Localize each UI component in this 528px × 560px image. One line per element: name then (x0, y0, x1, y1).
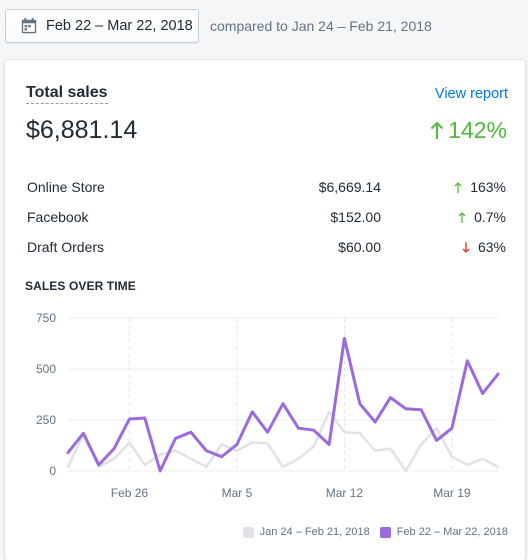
x-tick-label: Mar 5 (222, 486, 253, 500)
legend-swatch-previous (242, 526, 254, 538)
sales-over-time-chart: 0 250 500 750 Feb 26 Mar 5 Mar 12 Mar 19 (36, 311, 500, 500)
channel-row: Facebook $152.00 0.7% (27, 206, 507, 236)
channel-row: Draft Orders $60.00 63% (27, 236, 507, 266)
calendar-icon (21, 17, 37, 34)
channel-name: Facebook (27, 209, 89, 225)
arrow-up-icon (454, 181, 462, 193)
arrow-up-icon (430, 121, 444, 139)
channel-change-value: 0.7% (474, 209, 506, 225)
comparison-range-text: compared to Jan 24 – Feb 21, 2018 (210, 18, 432, 34)
legend-swatch-current (379, 526, 391, 538)
channel-value: $152.00 (330, 209, 381, 225)
total-sales-card: Total sales View report $6,881.14 142% O… (5, 60, 525, 560)
date-range-label: Feb 22 – Mar 22, 2018 (46, 18, 193, 34)
legend-item-previous: Jan 24 – Feb 21, 2018 (242, 526, 370, 538)
legend-label-previous: Jan 24 – Feb 21, 2018 (259, 526, 370, 538)
card-title[interactable]: Total sales (26, 84, 108, 104)
arrow-up-icon (458, 211, 466, 223)
channel-change-value: 163% (470, 179, 506, 195)
channel-change: 163% (454, 179, 506, 195)
y-tick-label: 250 (36, 413, 56, 427)
channel-change-value: 63% (477, 239, 506, 255)
y-tick-label: 500 (36, 362, 56, 376)
channel-value: $60.00 (338, 239, 381, 255)
channel-name: Draft Orders (27, 239, 105, 255)
view-report-link[interactable]: View report (434, 86, 508, 102)
total-change-value: 142% (448, 117, 507, 143)
date-range-button[interactable]: Feb 22 – Mar 22, 2018 (5, 9, 199, 43)
series-line-previous (66, 410, 500, 473)
series-line-current (66, 336, 500, 473)
channel-change: 0.7% (458, 209, 506, 225)
arrow-down-icon (462, 241, 470, 253)
y-tick-label: 750 (36, 311, 56, 325)
total-change: 142% (430, 117, 507, 144)
legend-label-current: Feb 22 – Mar 22, 2018 (396, 526, 508, 538)
x-tick-label: Mar 19 (433, 486, 471, 500)
total-sales-amount: $6,881.14 (26, 116, 138, 144)
channel-breakdown: Online Store $6,669.14 163% Facebook $15… (27, 176, 507, 266)
y-tick-label: 0 (49, 464, 56, 478)
x-tick-label: Feb 26 (111, 486, 149, 500)
chart-legend: Jan 24 – Feb 21, 2018 Feb 22 – Mar 22, 2… (233, 526, 508, 538)
channel-name: Online Store (27, 179, 105, 195)
x-tick-label: Mar 12 (326, 486, 364, 500)
legend-item-current: Feb 22 – Mar 22, 2018 (379, 526, 508, 538)
channel-value: $6,669.14 (318, 179, 381, 195)
channel-change: 63% (462, 239, 506, 255)
chart-title: SALES OVER TIME (25, 279, 136, 293)
channel-row: Online Store $6,669.14 163% (27, 176, 507, 206)
